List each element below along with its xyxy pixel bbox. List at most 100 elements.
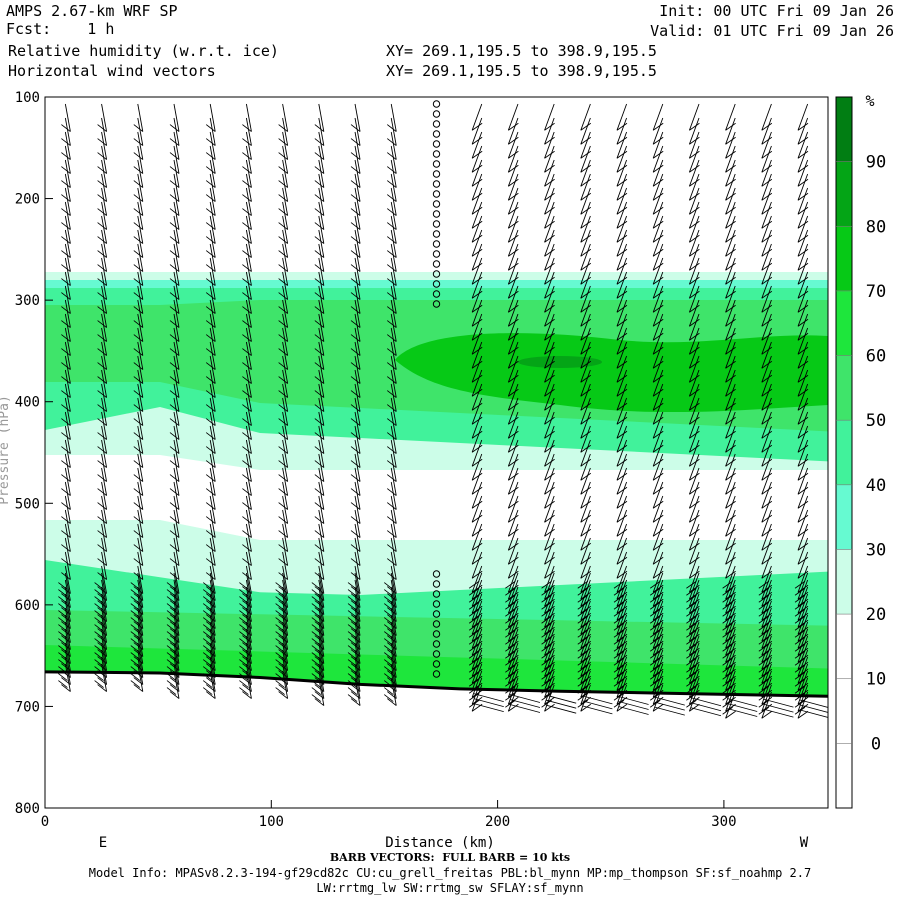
barb-flag [616,388,628,397]
barb-shaft [354,313,361,342]
barb-flag [471,122,483,131]
wind-barb [761,551,773,579]
barb-shaft [282,607,289,636]
barb-shaft [354,481,361,510]
barb-flag [580,682,592,691]
wind-barb [205,383,216,412]
barb-shaft [390,635,397,664]
barb-flag [725,206,736,215]
barb-shaft [137,131,144,160]
calm-wind-circle [432,250,441,258]
barb-shaft [173,271,180,300]
wind-barb [722,691,736,719]
wind-barb [205,509,216,538]
wind-barb [577,565,592,593]
wind-barb [761,299,773,327]
barb-shaft [282,201,289,230]
wind-barb [686,684,700,712]
barb-shaft [173,187,180,216]
wind-barb [386,145,397,174]
wind-barb [580,467,592,495]
wind-barb [278,383,289,412]
barb-shaft [209,285,216,314]
barb-shaft [137,600,144,629]
calm-wind-circle [432,150,441,158]
barb-flag [761,304,773,313]
colorbar-swatch [836,484,852,550]
barb-flag [686,622,697,631]
barb-shaft [725,131,736,159]
barb-shaft [652,600,664,628]
wind-barb [471,537,483,565]
calm-wind-circle [432,300,441,308]
wind-barb [205,523,216,552]
wind-barb [722,663,736,691]
barb-shaft [245,159,252,188]
barb-flag [275,680,285,688]
barb-shaft [354,215,361,244]
barb-flag [541,685,552,694]
wind-barb [544,103,555,131]
barb-flag [169,222,180,230]
barb-shaft [688,327,700,355]
barb-shaft [318,299,325,328]
barb-shaft [173,649,180,678]
wind-barb [688,131,700,159]
barb-shaft [725,243,736,271]
barb-flag [278,488,288,496]
colorbar-frame [835,96,853,809]
wind-barb [386,355,397,384]
surface-barb [654,701,685,711]
calm-wind-circle [432,210,441,218]
barb-flag [761,290,773,299]
wind-barb [725,411,736,439]
barb-shaft [797,635,809,663]
wind-barb [725,257,736,285]
barb-flag [386,488,397,496]
barb-flag [508,388,519,397]
wind-barb [242,467,252,496]
barb-flag [652,262,664,271]
barb-flag [580,514,592,523]
barb-shaft [318,243,325,272]
calm-wind-circle [432,260,441,268]
barb-flag [314,474,325,482]
wind-barb [725,131,736,159]
barb-flag [314,306,325,314]
barb-flag [652,584,664,593]
barb-shaft [64,551,71,580]
wind-barb [169,145,180,174]
barb-shaft [173,453,180,482]
wind-barb [541,621,555,649]
barb-shaft [282,243,289,272]
wind-barb [616,355,628,383]
barb-flag [761,528,773,537]
barb-shaft [725,691,736,719]
barb-flag [544,332,555,341]
wind-barb [797,103,809,131]
barb-flag [797,374,809,383]
barb-flag [616,290,628,299]
barb-flag [471,318,483,327]
wind-barb [577,656,592,684]
wind-barb [205,299,216,328]
wind-barb [722,586,736,614]
barb-flag [725,598,736,607]
wind-barb [580,131,592,159]
barb-shaft [688,159,700,187]
barb-shaft [797,614,809,642]
barb-flag [205,208,216,216]
barb-flag [314,194,325,202]
barb-flag [616,472,628,481]
barb-flag [580,416,592,425]
wind-barb [725,103,736,131]
barb-shaft [173,257,180,286]
wind-barb [61,243,71,272]
barb-flag [278,544,288,552]
barb-flag [652,374,664,383]
barb-shaft [725,383,736,411]
barb-flag [278,124,288,132]
barb-flag [761,332,773,341]
barb-flag [722,615,733,624]
barb-shaft [544,649,555,677]
